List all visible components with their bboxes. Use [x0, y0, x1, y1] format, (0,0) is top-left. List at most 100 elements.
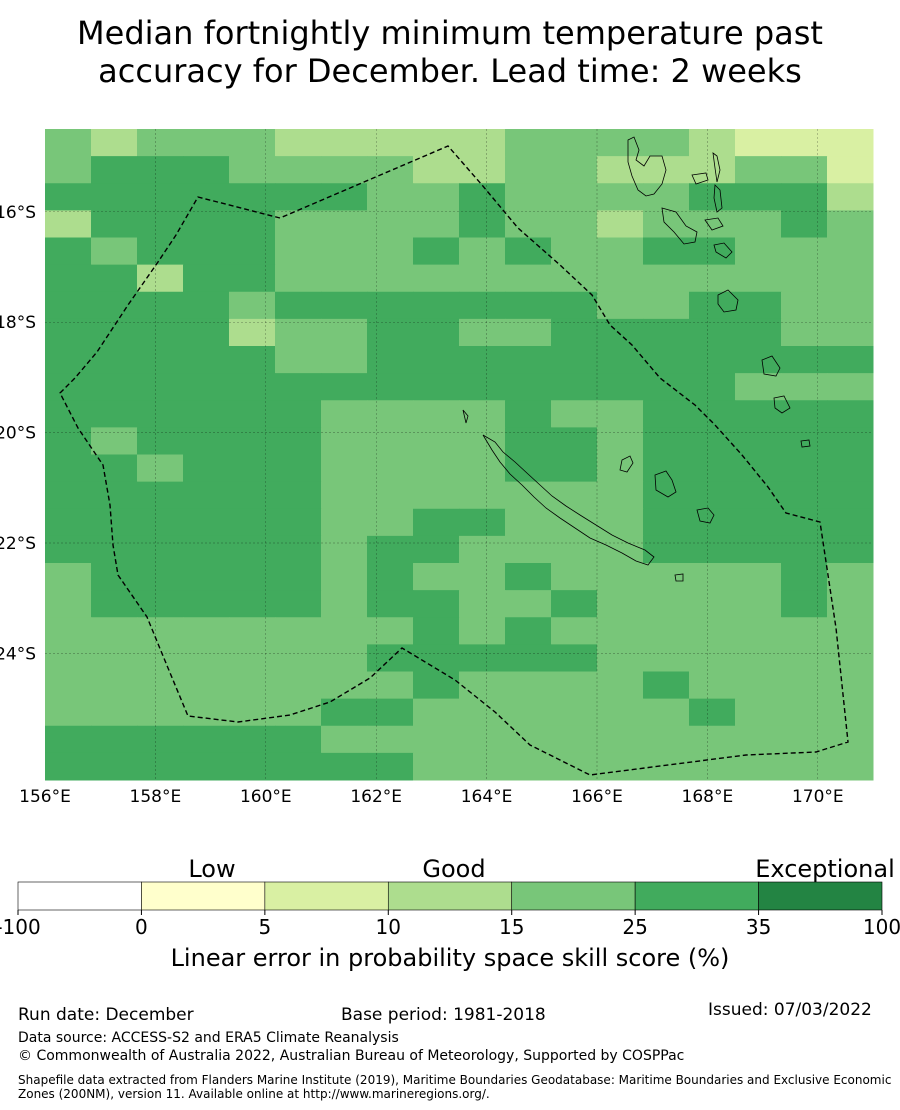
grid-cell — [781, 237, 828, 266]
grid-cell — [91, 752, 138, 781]
grid-cell — [91, 617, 138, 645]
grid-cell — [643, 427, 690, 455]
x-axis-ticks: 156°E 158°E 160°E 162°E 164°E 166°E 168°E 170°E — [19, 787, 844, 807]
grid-cell — [275, 129, 322, 157]
grid-cell — [275, 644, 322, 672]
x-tick-label: 170°E — [792, 787, 844, 807]
grid-cell — [827, 318, 874, 347]
grid-cell — [91, 508, 138, 537]
grid-cell — [597, 264, 644, 293]
grid-cell — [781, 264, 828, 293]
grid-cell — [413, 481, 460, 510]
grid-cell — [321, 671, 368, 700]
grid-cell — [689, 644, 736, 672]
grid-cell — [183, 563, 230, 591]
grid-cell — [781, 427, 828, 455]
grid-cell — [505, 671, 552, 700]
colorbar-tick-label: 15 — [499, 915, 524, 939]
grid-cell — [505, 508, 552, 537]
grid-cell — [183, 698, 230, 727]
grid-cell — [505, 183, 552, 211]
grid-cell — [505, 427, 552, 455]
grid-cell — [597, 210, 644, 238]
grid-cell — [45, 129, 92, 157]
grid-cell — [45, 291, 92, 320]
grid-cell — [367, 671, 414, 700]
grid-cell — [367, 318, 414, 347]
grid-cell — [183, 752, 230, 781]
grid-cell — [689, 563, 736, 591]
grid-cell — [827, 535, 874, 564]
grid-cell — [827, 563, 874, 591]
grid-cell — [91, 210, 138, 238]
grid-cell — [689, 400, 736, 428]
grid-cell — [275, 563, 322, 591]
colorbar-segment — [634, 881, 759, 911]
grid-cell — [689, 318, 736, 347]
grid-cell — [137, 318, 184, 347]
data-source: Data source: ACCESS-S2 and ERA5 Climate … — [18, 1030, 399, 1046]
grid-cell — [229, 535, 276, 564]
colorbar-segment — [387, 881, 513, 911]
grid-cell — [413, 725, 460, 754]
grid-cell — [183, 590, 230, 618]
grid-cell — [505, 264, 552, 293]
grid-cell — [275, 508, 322, 537]
grid-cell — [459, 617, 506, 645]
grid-cell — [459, 156, 506, 184]
colorbar-tick-label: 5 — [258, 915, 271, 939]
grid-cell — [137, 590, 184, 618]
grid-cell — [275, 617, 322, 645]
grid-cell — [413, 644, 460, 672]
grid-cell — [597, 644, 644, 672]
grid-cell — [827, 264, 874, 293]
colorbar-segment — [511, 881, 636, 911]
grid-cell — [321, 129, 368, 157]
grid-cell — [689, 210, 736, 238]
grid-cell — [229, 183, 276, 211]
grid-cell — [183, 508, 230, 537]
grid-cell — [367, 427, 414, 455]
grid-cell — [183, 318, 230, 347]
grid-cell — [505, 129, 552, 157]
grid-cell — [183, 481, 230, 510]
grid-cell — [45, 698, 92, 727]
grid-cell — [827, 698, 874, 727]
grid-cell — [827, 373, 874, 401]
grid-cell — [643, 373, 690, 401]
grid-cell — [827, 183, 874, 211]
colorbar — [17, 881, 883, 911]
grid-cell — [689, 481, 736, 510]
grid-cell — [827, 427, 874, 455]
grid-cell — [229, 617, 276, 645]
grid-cell — [505, 346, 552, 374]
grid-cell — [459, 183, 506, 211]
grid-cell — [45, 671, 92, 700]
grid-cell — [689, 590, 736, 618]
grid-cell — [827, 346, 874, 374]
grid-cell — [551, 590, 598, 618]
grid-cell — [183, 156, 230, 184]
grid-cell — [413, 346, 460, 374]
grid-cell — [367, 264, 414, 293]
grid-cell — [459, 454, 506, 483]
grid-cell — [229, 237, 276, 266]
grid-cell — [367, 535, 414, 564]
grid-cell — [735, 535, 782, 564]
grid-cell — [413, 291, 460, 320]
grid-cell — [735, 400, 782, 428]
grid-cell — [689, 698, 736, 727]
grid-cell — [275, 346, 322, 374]
grid-cell — [413, 427, 460, 455]
grid-cell — [91, 590, 138, 618]
grid-cell — [229, 264, 276, 293]
grid-cell — [137, 129, 184, 157]
grid-cell — [229, 725, 276, 754]
grid-cell — [735, 644, 782, 672]
grid-cell — [597, 535, 644, 564]
grid-cell — [505, 617, 552, 645]
grid-cell — [827, 129, 874, 157]
grid-cell — [275, 156, 322, 184]
grid-cell — [275, 373, 322, 401]
